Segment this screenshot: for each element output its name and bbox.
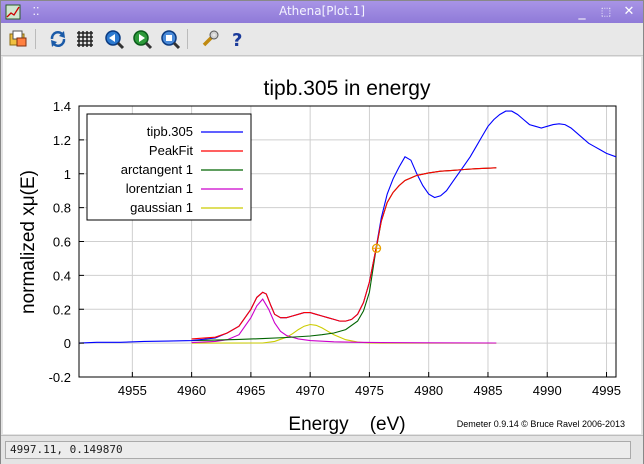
- x-tick-label: 4955: [118, 383, 147, 398]
- x-tick-label: 4980: [414, 383, 443, 398]
- open-icon[interactable]: [7, 28, 29, 50]
- plot-area: 4955 4960 4965 4970 4975 4980 4985 4990 4995 -0.2…: [3, 57, 641, 435]
- xanes-chart[interactable]: 4955 4960 4965 4970 4975 4980 4985 4990 4995 -0.2…: [3, 57, 641, 435]
- x-tick-label: 4995: [592, 383, 621, 398]
- y-tick-label: 0.4: [53, 268, 71, 283]
- y-tick-label: 0.8: [53, 201, 71, 216]
- settings-wrench-icon[interactable]: [199, 28, 221, 50]
- grid-icon[interactable]: [75, 28, 97, 50]
- y-tick-label: 1.2: [53, 133, 71, 148]
- zoom-back-icon[interactable]: [103, 28, 125, 50]
- help-icon[interactable]: ?: [227, 28, 249, 50]
- x-tick-label: 4970: [296, 383, 325, 398]
- status-bar: 4997.11, 0.149870: [1, 435, 643, 464]
- window-title: Athena[Plot.1]: [278, 4, 366, 18]
- plot-series: [78, 110, 617, 344]
- credit-text: Demeter 0.9.14 © Bruce Ravel 2006-2013: [457, 419, 625, 429]
- x-tick-label: 4990: [533, 383, 562, 398]
- legend-label: PeakFit: [149, 143, 193, 158]
- cursor-position-readout: 4997.11, 0.149870: [5, 441, 631, 459]
- x-axis-label: Energy (eV): [288, 414, 405, 434]
- legend-label: tipb.305: [147, 124, 193, 139]
- x-tick-label: 4975: [355, 383, 384, 398]
- plot-ticks: 4955 4960 4965 4970 4975 4980 4985 4990 4995 -0.2…: [49, 99, 621, 398]
- sticky-dots-icon[interactable]: ⁚⁚: [32, 5, 40, 18]
- maximize-icon[interactable]: ⬚: [600, 5, 612, 18]
- minimize-icon[interactable]: _: [578, 4, 586, 20]
- legend-label: gaussian 1: [130, 200, 193, 215]
- y-tick-label: 1: [64, 167, 71, 182]
- y-tick-label: -0.2: [49, 370, 71, 385]
- x-tick-label: 4960: [177, 383, 206, 398]
- y-tick-label: 0.2: [53, 302, 71, 317]
- zoom-forward-icon[interactable]: [131, 28, 153, 50]
- refresh-icon[interactable]: [47, 28, 69, 50]
- series-line-lorentzian-1: [191, 298, 497, 344]
- toolbar-separator: [187, 29, 188, 49]
- zoom-reset-icon[interactable]: [159, 28, 181, 50]
- y-tick-label: 0: [64, 336, 71, 351]
- y-tick-label: 1.4: [53, 99, 71, 114]
- y-axis-label: normalized xμ(E): [18, 170, 39, 314]
- close-icon[interactable]: ✕: [623, 4, 635, 19]
- toolbar: ?: [1, 23, 643, 56]
- chart-title: tipb.305 in energy: [264, 77, 431, 100]
- svg-text:?: ?: [232, 30, 242, 50]
- x-tick-label: 4985: [474, 383, 503, 398]
- legend-label: lorentzian 1: [126, 181, 193, 196]
- y-tick-label: 0.6: [53, 235, 71, 250]
- x-tick-label: 4965: [236, 383, 265, 398]
- toolbar-separator: [35, 29, 36, 49]
- title-bar[interactable]: ⁚⁚ Athena[Plot.1] _ ⬚ ✕: [1, 1, 643, 23]
- legend-label: arctangent 1: [121, 162, 193, 177]
- app-icon[interactable]: [5, 4, 21, 20]
- series-line-peakfit: [191, 167, 497, 340]
- chart-legend: tipb.305 PeakFit arctangent 1 lorentzian 1 g…: [86, 113, 252, 221]
